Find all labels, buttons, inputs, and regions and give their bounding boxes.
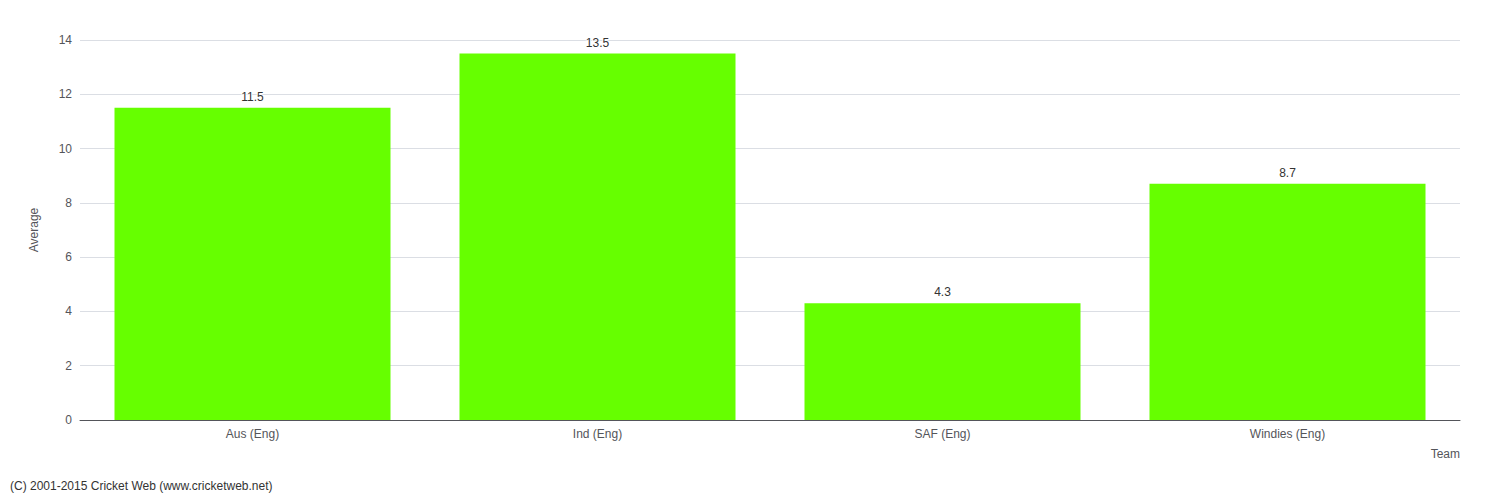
svg-text:2: 2: [65, 359, 72, 373]
svg-text:10: 10: [59, 142, 73, 156]
svg-text:6: 6: [65, 250, 72, 264]
svg-text:Ind (Eng): Ind (Eng): [573, 427, 622, 441]
svg-text:Aus (Eng): Aus (Eng): [226, 427, 279, 441]
svg-text:11.5: 11.5: [241, 90, 264, 104]
svg-text:13.5: 13.5: [586, 36, 610, 50]
svg-text:(C) 2001-2015 Cricket Web (www: (C) 2001-2015 Cricket Web (www.cricketwe…: [10, 479, 273, 493]
svg-text:8.7: 8.7: [1279, 166, 1296, 180]
svg-text:0: 0: [65, 413, 72, 427]
svg-text:14: 14: [59, 33, 73, 47]
svg-text:12: 12: [59, 87, 73, 101]
svg-text:Average: Average: [27, 207, 41, 252]
svg-text:4: 4: [65, 304, 72, 318]
svg-text:Windies (Eng): Windies (Eng): [1250, 427, 1325, 441]
svg-text:SAF (Eng): SAF (Eng): [914, 427, 970, 441]
svg-text:4.3: 4.3: [934, 285, 951, 299]
svg-text:Team: Team: [1431, 447, 1460, 461]
svg-text:8: 8: [65, 196, 72, 210]
